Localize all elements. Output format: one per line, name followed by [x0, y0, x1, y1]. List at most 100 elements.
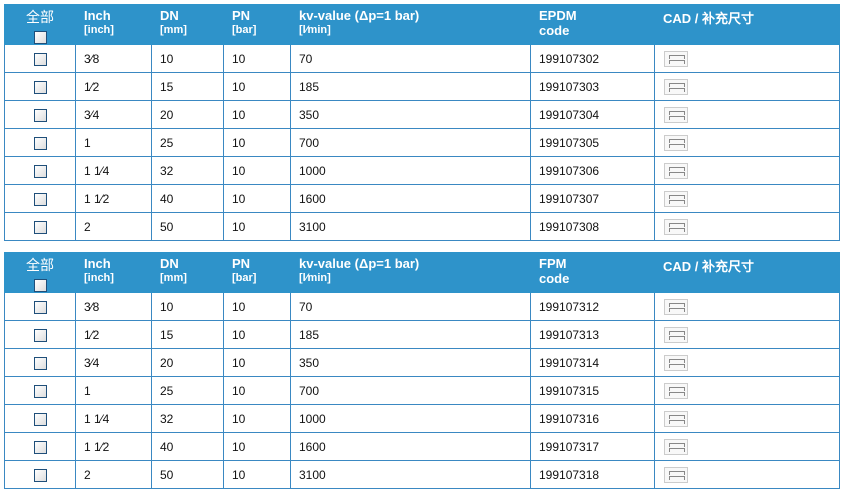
kv-header: kv-value (Δp=1 bar) [l⁄min]	[290, 4, 531, 45]
table-row: 3⁄4 20 10 350 199107314	[4, 348, 840, 377]
dn-header: DN [mm]	[151, 252, 224, 293]
row-checkbox[interactable]	[33, 136, 47, 150]
row-checkbox[interactable]	[33, 384, 47, 398]
row-checkbox[interactable]	[33, 328, 47, 342]
row-checkbox[interactable]	[33, 440, 47, 454]
cad-dimension-icon[interactable]	[664, 50, 688, 67]
pn-unit: [bar]	[232, 24, 257, 36]
row-checkbox[interactable]	[33, 412, 47, 426]
row-checkbox[interactable]	[33, 356, 47, 370]
inch-cell: 1	[75, 128, 152, 157]
cad-dimension-icon[interactable]	[664, 410, 688, 427]
inch-cell: 2	[75, 212, 152, 241]
code-cell: 199107315	[530, 376, 655, 405]
header-row: 全部 Inch [inch] DN [mm] PN [bar] kv-value (Δ…	[4, 4, 840, 45]
row-checkbox[interactable]	[33, 52, 47, 66]
cad-dimension-icon[interactable]	[664, 466, 688, 483]
inch-cell: 1 1⁄4	[75, 156, 152, 185]
table-row: 3⁄4 20 10 350 199107304	[4, 100, 840, 129]
kv-cell: 1000	[290, 404, 531, 433]
inch-cell: 1 1⁄2	[75, 184, 152, 213]
row-checkbox[interactable]	[33, 192, 47, 206]
pn-cell: 10	[223, 212, 291, 241]
row-checkbox[interactable]	[33, 468, 47, 482]
cad-dimension-icon[interactable]	[664, 218, 688, 235]
pn-cell: 10	[223, 72, 291, 101]
code-cell: 199107304	[530, 100, 655, 129]
table-row: 1⁄2 15 10 185 199107303	[4, 72, 840, 101]
table-row: 1 25 10 700 199107315	[4, 376, 840, 405]
inch-cell: 3⁄4	[75, 100, 152, 129]
cad-label: CAD / 补充尺寸	[663, 259, 755, 274]
cad-dimension-icon[interactable]	[664, 326, 688, 343]
pn-cell: 10	[223, 156, 291, 185]
table-row: 2 50 10 3100 199107308	[4, 212, 840, 241]
dn-unit: [mm]	[160, 272, 187, 284]
kv-cell: 700	[290, 376, 531, 405]
code-cell: 199107313	[530, 320, 655, 349]
inch-cell: 1⁄2	[75, 72, 152, 101]
dn-cell: 15	[151, 72, 224, 101]
cad-dimension-icon[interactable]	[664, 162, 688, 179]
cad-dimension-icon[interactable]	[664, 298, 688, 315]
table-row: 1 1⁄4 32 10 1000 199107316	[4, 404, 840, 433]
kv-unit: [l⁄min]	[299, 272, 331, 284]
dn-cell: 50	[151, 212, 224, 241]
kv-cell: 70	[290, 44, 531, 73]
cad-header: CAD / 补充尺寸	[654, 252, 840, 293]
pn-unit: [bar]	[232, 272, 257, 284]
code-cell: 199107312	[530, 292, 655, 321]
select-all-checkbox[interactable]	[33, 278, 47, 292]
kv-header: kv-value (Δp=1 bar) [l⁄min]	[290, 252, 531, 293]
cad-dimension-icon[interactable]	[664, 106, 688, 123]
row-checkbox[interactable]	[33, 108, 47, 122]
inch-header: Inch [inch]	[75, 4, 152, 45]
kv-cell: 185	[290, 72, 531, 101]
code-cell: 199107303	[530, 72, 655, 101]
dn-cell: 40	[151, 432, 224, 461]
pn-cell: 10	[223, 348, 291, 377]
row-checkbox[interactable]	[33, 164, 47, 178]
inch-cell: 3⁄8	[75, 292, 152, 321]
material-label: FPM	[539, 256, 567, 271]
inch-unit: [inch]	[84, 24, 114, 36]
cad-dimension-icon[interactable]	[664, 78, 688, 95]
inch-header: Inch [inch]	[75, 252, 152, 293]
select-all-header: 全部	[4, 252, 76, 293]
kv-cell: 70	[290, 292, 531, 321]
kv-cell: 1600	[290, 184, 531, 213]
kv-label: kv-value (Δp=1 bar)	[299, 8, 420, 23]
inch-cell: 2	[75, 460, 152, 489]
code-cell: 199107314	[530, 348, 655, 377]
code-header: EPDM code	[530, 4, 655, 45]
dn-header: DN [mm]	[151, 4, 224, 45]
kv-cell: 3100	[290, 212, 531, 241]
dn-cell: 15	[151, 320, 224, 349]
dn-label: DN	[160, 256, 179, 271]
pn-cell: 10	[223, 128, 291, 157]
table-row: 1 25 10 700 199107305	[4, 128, 840, 157]
cad-dimension-icon[interactable]	[664, 190, 688, 207]
select-all-label: 全部	[26, 257, 54, 273]
product-table-fpm: 全部 Inch [inch] DN [mm] PN [bar] kv-value (Δ…	[4, 252, 840, 489]
cad-dimension-icon[interactable]	[664, 382, 688, 399]
pn-cell: 10	[223, 432, 291, 461]
code-cell: 199107318	[530, 460, 655, 489]
code-cell: 199107302	[530, 44, 655, 73]
select-all-checkbox[interactable]	[33, 30, 47, 44]
inch-label: Inch	[84, 8, 111, 23]
cad-dimension-icon[interactable]	[664, 438, 688, 455]
row-checkbox[interactable]	[33, 80, 47, 94]
pn-cell: 10	[223, 100, 291, 129]
cad-dimension-icon[interactable]	[664, 134, 688, 151]
kv-cell: 350	[290, 100, 531, 129]
inch-cell: 3⁄8	[75, 44, 152, 73]
row-checkbox[interactable]	[33, 220, 47, 234]
header-row: 全部 Inch [inch] DN [mm] PN [bar] kv-value (Δ…	[4, 252, 840, 293]
pn-cell: 10	[223, 44, 291, 73]
inch-cell: 3⁄4	[75, 348, 152, 377]
cad-header: CAD / 补充尺寸	[654, 4, 840, 45]
cad-dimension-icon[interactable]	[664, 354, 688, 371]
row-checkbox[interactable]	[33, 300, 47, 314]
code-cell: 199107307	[530, 184, 655, 213]
